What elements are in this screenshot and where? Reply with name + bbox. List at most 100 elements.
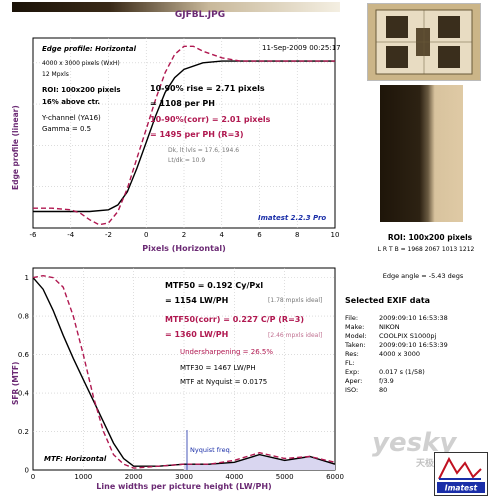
edge-plot-gamma: Gamma = 0.5	[42, 125, 91, 133]
mtf-x-tick-label: 0	[31, 473, 35, 481]
edge-angle: Edge angle = -5.43 degs	[382, 272, 464, 280]
mtf-y-tick-label: 0.2	[18, 428, 29, 436]
mtf30-value: MTF30 = 1467 LW/PH	[180, 364, 256, 372]
mtf50-lwph: = 1154 LW/PH	[165, 296, 228, 305]
edge-plot-info-resolution: 4000 x 3000 pixels (WxH)	[42, 60, 120, 67]
edge-x-tick-label: 2	[182, 231, 186, 239]
mtf50-corr-ideal: [2.46 mpxls ideal]	[268, 332, 322, 339]
edge-plot-xlabel: Pixels (Horizontal)	[142, 244, 225, 253]
exif-row-file: File: 2009:09:10 16:53:38	[345, 314, 448, 322]
imatest-logo-graphic: Imatest	[437, 455, 485, 493]
file-name: GJFBL.JPG	[174, 10, 226, 20]
mtf-plot-caption: MTF: Horizontal	[44, 455, 107, 463]
watermark-sub: 天极网	[416, 459, 444, 469]
edge-plot-roi: ROI: 100x200 pixels	[42, 86, 121, 94]
roi-crop-image	[380, 85, 463, 222]
mtf-y-tick-label: 1	[25, 274, 29, 282]
edge-plot-roi-pos: 16% above ctr.	[42, 98, 100, 106]
edge-plot-timestamp: 11-Sep-2009 00:25:17	[262, 44, 341, 52]
mtf-x-tick-label: 1000	[74, 473, 92, 481]
exif-row-make: Make: NIKON	[345, 323, 400, 331]
edge-plot-channel: Y-channel (YA16)	[41, 114, 101, 122]
exif-value: 80	[379, 386, 388, 394]
exif-row-exp: Exp: 0.017 s (1/58)	[345, 368, 425, 376]
mtf-y-tick-label: 0.4	[18, 390, 30, 398]
edge-rise-per-ph: = 1108 per PH	[150, 99, 215, 108]
test-chart-pattern	[368, 4, 480, 80]
exif-key: Taken:	[345, 341, 366, 349]
exif-value: 2009:09:10 16:53:39	[379, 341, 448, 349]
mtf-y-tick-label: 0	[25, 467, 29, 475]
roi-label: ROI: 100x200 pixels	[387, 233, 473, 242]
imatest-logo-text: Imatest	[445, 484, 478, 493]
edge-plot-xticks: -6 -4 -2 0 2 4 6 8 10	[30, 231, 340, 239]
exif-value: COOLPIX S1000pj	[379, 332, 437, 340]
edge-x-tick-label: 4	[220, 231, 225, 239]
edge-x-tick-label: -2	[105, 231, 112, 239]
nyquist-label: Nyquist freq.	[190, 446, 232, 454]
edge-dark-light-levels: Dk, lt lvls = 17.6, 194.6	[168, 147, 239, 154]
mtf-plot-grid	[33, 268, 335, 470]
edge-x-tick-label: 10	[331, 231, 340, 239]
edge-x-tick-label: 0	[144, 231, 148, 239]
exif-key: Model:	[345, 332, 367, 340]
edge-x-tick-label: -4	[67, 231, 75, 239]
exif-row-iso: ISO: 80	[345, 386, 387, 394]
edge-series-line-2	[33, 45, 335, 226]
exif-row-fl: FL:	[345, 359, 379, 367]
edge-x-tick-label: 6	[257, 231, 262, 239]
mtf-x-tick-label: 5000	[276, 473, 294, 481]
mtf-plot-xlabel: Line widths per picture height (LW/PH)	[96, 482, 271, 491]
mtf-x-tick-label: 2000	[125, 473, 143, 481]
mtf-x-tick-label: 4000	[225, 473, 243, 481]
edge-x-tick-label: 8	[295, 231, 299, 239]
exif-value: f/3.9	[379, 377, 394, 385]
mtf50-value: MTF50 = 0.192 Cy/Pxl	[165, 281, 263, 290]
exif-key: File:	[345, 314, 359, 322]
exif-title: Selected EXIF data	[345, 296, 431, 305]
mtf-x-tick-label: 3000	[175, 473, 193, 481]
edge-plot-info-mpxls: 12 Mpxls	[42, 71, 69, 78]
exif-value: NIKON	[379, 323, 400, 331]
exif-row-aper: Aper: f/3.9	[345, 377, 394, 385]
imatest-logo: Imatest	[434, 452, 488, 496]
exif-value: 2009:09:10 16:53:38	[379, 314, 448, 322]
exif-row-taken: Taken: 2009:09:10 16:53:39	[345, 341, 448, 349]
undersharpening: Undersharpening = 26.5%	[180, 348, 273, 356]
test-chart-thumbnail	[367, 3, 481, 81]
roi-bounds: L R T B = 1968 2067 1013 1212	[377, 246, 475, 253]
exif-key: Exp:	[345, 368, 360, 376]
exif-key: Aper:	[345, 377, 363, 385]
mtf50-corr-value: MTF50(corr) = 0.227 C/P (R=3)	[165, 315, 304, 324]
edge-light-dark-ratio: Lt/dk = 10.9	[168, 157, 205, 164]
exif-value: 4000 x 3000	[379, 350, 421, 358]
edge-rise: 10-90% rise = 2.71 pixels	[150, 84, 265, 93]
edge-plot-title: Edge profile: Horizontal	[42, 45, 137, 53]
edge-plot-grid	[33, 38, 335, 228]
edge-rise-corr-per-ph: = 1495 per PH (R=3)	[150, 130, 244, 139]
imatest-version: Imatest 2.2.3 Pro	[258, 214, 326, 222]
exif-key: ISO:	[345, 386, 359, 394]
exif-value: 0.017 s (1/58)	[379, 368, 425, 376]
mtf50-ideal: [1.78 mpxls ideal]	[268, 297, 322, 304]
mtf-y-tick-label: 0.8	[18, 313, 29, 321]
edge-x-tick-label: -6	[30, 231, 38, 239]
mtf-x-tick-label: 6000	[326, 473, 344, 481]
mtf-y-tick-label: 0.6	[18, 351, 30, 359]
edge-rise-corr: 10-90%(corr) = 2.01 pixels	[150, 115, 271, 124]
mtf-series-line-1	[32, 277, 336, 467]
mtf-at-nyquist: MTF at Nyquist = 0.0175	[180, 378, 267, 386]
exif-key: Make:	[345, 323, 365, 331]
gray-gradient-bar	[12, 2, 340, 12]
mtf-series-line-2	[32, 274, 336, 469]
exif-key: FL:	[345, 359, 355, 367]
mtf-plot-lines	[32, 274, 336, 469]
edge-plot-ylabel: Edge profile (linear)	[11, 105, 20, 190]
edge-plot-lines	[33, 45, 335, 226]
exif-row-res: Res: 4000 x 3000	[345, 350, 420, 358]
exif-row-model: Model: COOLPIX S1000pj	[345, 332, 436, 340]
exif-key: Res:	[345, 350, 359, 358]
mtf-plot-ylabel: SFR (MTF)	[11, 362, 20, 405]
mtf50-corr-lwph: = 1360 LW/PH	[165, 330, 228, 339]
